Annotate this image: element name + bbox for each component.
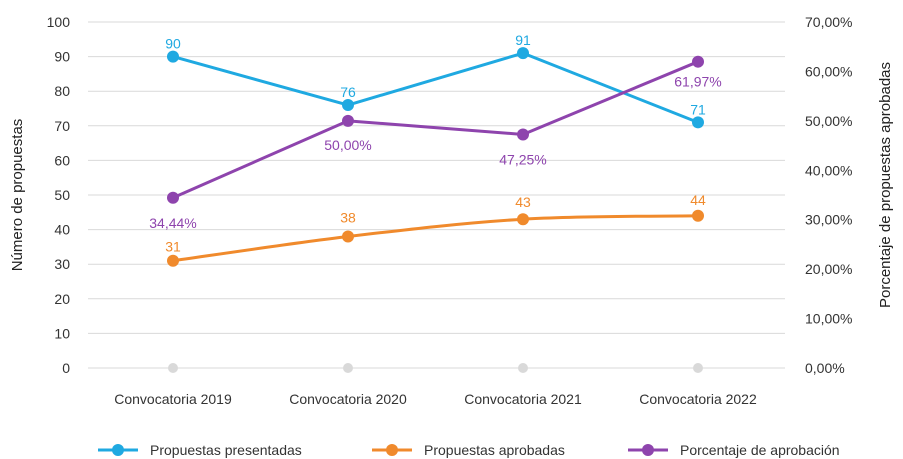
zero-marker bbox=[518, 363, 528, 373]
zero-marker bbox=[693, 363, 703, 373]
data-point bbox=[692, 116, 704, 129]
legend-swatch-marker bbox=[642, 444, 654, 456]
data-label: 34,44% bbox=[149, 215, 196, 231]
y-tick-label: 60 bbox=[54, 152, 70, 168]
data-label: 43 bbox=[515, 194, 531, 210]
legend-label: Porcentaje de aprobación bbox=[680, 442, 840, 458]
data-label: 71 bbox=[690, 101, 706, 117]
y-tick-label: 30 bbox=[54, 256, 70, 272]
series-line bbox=[172, 51, 699, 124]
y2-tick-label: 60,00% bbox=[805, 63, 852, 79]
legend-label: Propuestas aprobadas bbox=[424, 442, 565, 458]
data-point bbox=[692, 209, 704, 222]
y-tick-label: 100 bbox=[47, 14, 71, 30]
data-label: 38 bbox=[340, 210, 356, 226]
data-label: 44 bbox=[690, 192, 706, 208]
data-point bbox=[517, 128, 529, 141]
y2-tick-label: 40,00% bbox=[805, 162, 852, 178]
data-point bbox=[167, 254, 179, 267]
y2-tick-label: 50,00% bbox=[805, 113, 852, 129]
legend-swatch-marker bbox=[112, 444, 124, 456]
y2-axis-title: Porcentaje de propuestas aprobadas bbox=[877, 62, 894, 308]
data-point bbox=[517, 47, 529, 60]
data-label: 76 bbox=[340, 84, 356, 100]
y2-tick-label: 20,00% bbox=[805, 261, 852, 277]
data-point bbox=[692, 55, 704, 68]
y2-tick-label: 0,00% bbox=[805, 360, 845, 376]
data-label: 61,97% bbox=[674, 74, 721, 90]
y-tick-label: 90 bbox=[54, 49, 70, 65]
y-tick-label: 40 bbox=[54, 222, 70, 238]
data-point bbox=[167, 50, 179, 63]
data-point bbox=[342, 230, 354, 243]
series-line bbox=[172, 214, 699, 263]
zero-marker bbox=[168, 363, 178, 373]
y-tick-label: 10 bbox=[54, 325, 70, 341]
data-label: 91 bbox=[515, 32, 531, 48]
series-line bbox=[172, 60, 699, 200]
y-tick-label: 0 bbox=[62, 360, 70, 376]
data-label: 50,00% bbox=[324, 137, 371, 153]
x-tick-label: Convocatoria 2020 bbox=[289, 391, 407, 407]
y-tick-label: 70 bbox=[54, 118, 70, 134]
data-label: 31 bbox=[165, 239, 181, 255]
x-tick-label: Convocatoria 2021 bbox=[464, 391, 582, 407]
y-axis-title: Número de propuestas bbox=[9, 119, 26, 272]
legend-label: Propuestas presentadas bbox=[150, 442, 302, 458]
data-point bbox=[342, 99, 354, 112]
data-point bbox=[167, 191, 179, 204]
data-point bbox=[517, 213, 529, 226]
y-tick-label: 20 bbox=[54, 291, 70, 307]
y2-tick-label: 70,00% bbox=[805, 14, 852, 30]
data-label: 47,25% bbox=[499, 151, 546, 167]
legend-swatch-marker bbox=[386, 444, 398, 456]
y2-tick-label: 30,00% bbox=[805, 212, 852, 228]
x-tick-label: Convocatoria 2019 bbox=[114, 391, 232, 407]
data-label: 90 bbox=[165, 36, 181, 52]
y-tick-label: 50 bbox=[54, 187, 70, 203]
x-tick-label: Convocatoria 2022 bbox=[639, 391, 757, 407]
y-tick-label: 80 bbox=[54, 83, 70, 99]
zero-marker bbox=[343, 363, 353, 373]
data-point bbox=[342, 114, 354, 127]
y2-tick-label: 10,00% bbox=[805, 311, 852, 327]
